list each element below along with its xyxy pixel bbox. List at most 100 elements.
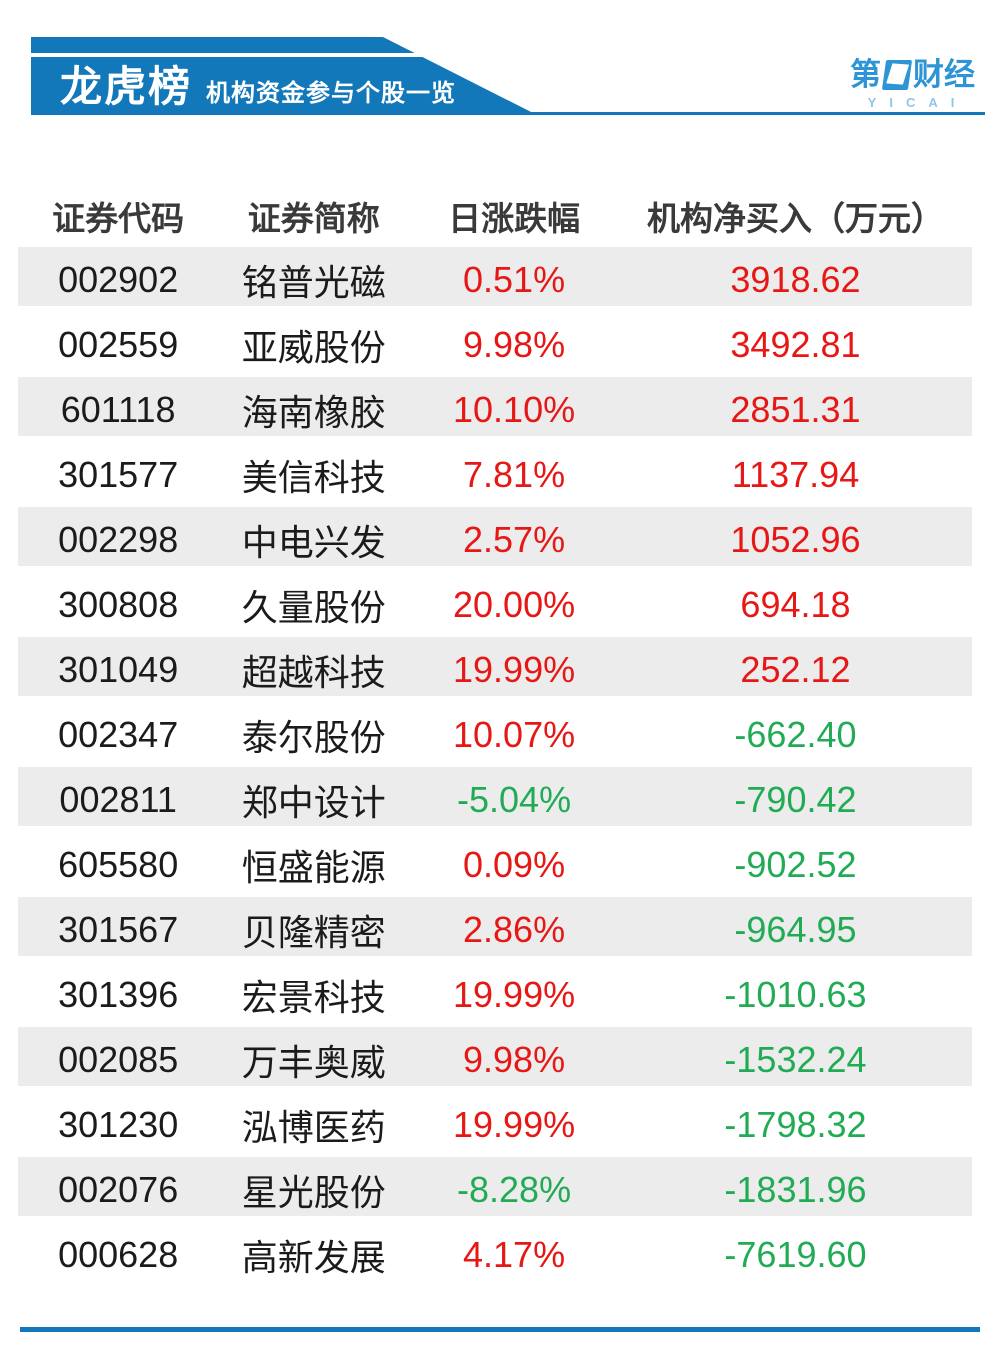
net-buy-amount: 252.12	[740, 648, 851, 690]
stock-name: 超越科技	[241, 651, 386, 693]
table-row: 002559 亚威股份 9.98% 3492.81	[18, 312, 972, 377]
page-subtitle: 机构资金参与个股一览	[206, 80, 457, 107]
yicai-logo-subtext: YICAI	[867, 95, 968, 110]
stock-table: 证券代码 证券简称 日涨跌幅 机构净买入（万元） 002902 铭普光磁 0.5…	[18, 185, 972, 1287]
stock-name: 久量股份	[241, 586, 386, 628]
yicai-logo: 第 财经 YICAI	[850, 58, 975, 111]
stock-code: 002347	[58, 713, 179, 755]
table-row: 601118 海南橡胶 10.10% 2851.31	[18, 377, 972, 442]
table-row: 301230 泓博医药 19.99% -1798.32	[18, 1092, 972, 1157]
stock-name: 美信科技	[241, 456, 386, 498]
stock-name: 泓博医药	[241, 1106, 386, 1148]
daily-change: 2.57%	[463, 518, 566, 560]
stock-name: 星光股份	[241, 1171, 386, 1213]
stock-name: 万丰奥威	[241, 1041, 386, 1083]
net-buy-amount: 694.18	[740, 583, 851, 625]
stock-name: 高新发展	[241, 1236, 386, 1278]
stock-name: 泰尔股份	[241, 716, 386, 758]
column-header-name: 证券简称	[247, 200, 380, 237]
table-row: 002298 中电兴发 2.57% 1052.96	[18, 507, 972, 572]
net-buy-amount: 3492.81	[730, 323, 861, 365]
daily-change: 2.86%	[463, 908, 566, 950]
daily-change: 9.98%	[463, 1038, 566, 1080]
net-buy-amount: 3918.62	[730, 258, 861, 300]
stock-name: 海南橡胶	[241, 391, 386, 433]
stock-code: 301396	[58, 973, 179, 1015]
banner-main-band: 龙虎榜 机构资金参与个股一览	[31, 57, 537, 115]
daily-change: 10.10%	[453, 388, 576, 430]
daily-change: 20.00%	[453, 583, 576, 625]
yicai-square-icon	[881, 60, 913, 90]
header-banner: 龙虎榜 机构资金参与个股一览	[31, 37, 537, 115]
stock-name: 铭普光磁	[241, 261, 386, 303]
stock-name: 贝隆精密	[241, 911, 386, 953]
daily-change: 19.99%	[453, 973, 576, 1015]
stock-code: 601118	[60, 388, 176, 430]
stock-code: 301049	[58, 648, 179, 690]
daily-change: 7.81%	[463, 453, 566, 495]
net-buy-amount: -1831.96	[724, 1168, 867, 1210]
net-buy-amount: 1137.94	[731, 453, 860, 495]
column-header-code: 证券代码	[52, 200, 185, 237]
stock-code: 002902	[58, 258, 179, 300]
net-buy-amount: -662.40	[734, 713, 857, 755]
daily-change: 10.07%	[453, 713, 576, 755]
daily-change: -5.04%	[457, 778, 572, 820]
footer-rule	[20, 1327, 980, 1332]
net-buy-amount: -790.42	[734, 778, 857, 820]
table-row: 002076 星光股份 -8.28% -1831.96	[18, 1157, 972, 1222]
banner-top-stripe	[31, 37, 537, 53]
daily-change: 19.99%	[453, 648, 576, 690]
header-rule	[490, 112, 985, 115]
daily-change: 0.09%	[463, 843, 566, 885]
column-header-pct: 日涨跌幅	[448, 200, 581, 237]
table-row: 000628 高新发展 4.17% -7619.60	[18, 1222, 972, 1287]
stock-name: 中电兴发	[241, 521, 386, 563]
stock-code: 002811	[59, 778, 177, 820]
table-row: 300808 久量股份 20.00% 694.18	[18, 572, 972, 637]
stock-name: 亚威股份	[241, 326, 386, 368]
stock-code: 300808	[58, 583, 179, 625]
table-row: 002902 铭普光磁 0.51% 3918.62	[18, 247, 972, 312]
daily-change: 9.98%	[463, 323, 566, 365]
net-buy-amount: -1532.24	[724, 1038, 867, 1080]
net-buy-amount: 1052.96	[730, 518, 861, 560]
stock-code: 301567	[58, 908, 179, 950]
yicai-logo-wordmark: 第 财经	[850, 58, 975, 92]
stock-code: 605580	[58, 843, 179, 885]
net-buy-amount: -964.95	[734, 908, 857, 950]
daily-change: 4.17%	[463, 1233, 566, 1275]
stock-code: 301577	[58, 453, 179, 495]
table-row: 301396 宏景科技 19.99% -1010.63	[18, 962, 972, 1027]
daily-change: 19.99%	[453, 1103, 576, 1145]
table-row: 301567 贝隆精密 2.86% -964.95	[18, 897, 972, 962]
stock-code: 002076	[58, 1168, 179, 1210]
stock-code: 301230	[58, 1103, 179, 1145]
banner-divider	[31, 53, 537, 57]
net-buy-amount: -7619.60	[724, 1233, 867, 1275]
table-row: 301049 超越科技 19.99% 252.12	[18, 637, 972, 702]
stock-code: 002298	[58, 518, 179, 560]
table-row: 002811 郑中设计 -5.04% -790.42	[18, 767, 972, 832]
table-row: 301577 美信科技 7.81% 1137.94	[18, 442, 972, 507]
stock-code: 002559	[58, 323, 179, 365]
table-header-row: 证券代码 证券简称 日涨跌幅 机构净买入（万元）	[18, 185, 972, 247]
stock-name: 郑中设计	[241, 781, 386, 823]
table-row: 002085 万丰奥威 9.98% -1532.24	[18, 1027, 972, 1092]
net-buy-amount: -1798.32	[724, 1103, 867, 1145]
stock-code: 002085	[58, 1038, 179, 1080]
column-header-net: 机构净买入（万元）	[646, 200, 944, 237]
daily-change: -8.28%	[457, 1168, 572, 1210]
table-row: 002347 泰尔股份 10.07% -662.40	[18, 702, 972, 767]
daily-change: 0.51%	[463, 258, 566, 300]
stock-name: 宏景科技	[241, 976, 386, 1018]
net-buy-amount: 2851.31	[730, 388, 861, 430]
net-buy-amount: -902.52	[734, 843, 857, 885]
table-row: 605580 恒盛能源 0.09% -902.52	[18, 832, 972, 897]
logo-char-first: 第	[850, 57, 881, 92]
stock-code: 000628	[58, 1233, 179, 1275]
page-title: 龙虎榜	[60, 63, 193, 110]
net-buy-amount: -1010.63	[724, 973, 867, 1015]
table-body: 002902 铭普光磁 0.51% 3918.62 002559 亚威股份 9.…	[18, 247, 972, 1287]
stock-name: 恒盛能源	[241, 846, 386, 888]
